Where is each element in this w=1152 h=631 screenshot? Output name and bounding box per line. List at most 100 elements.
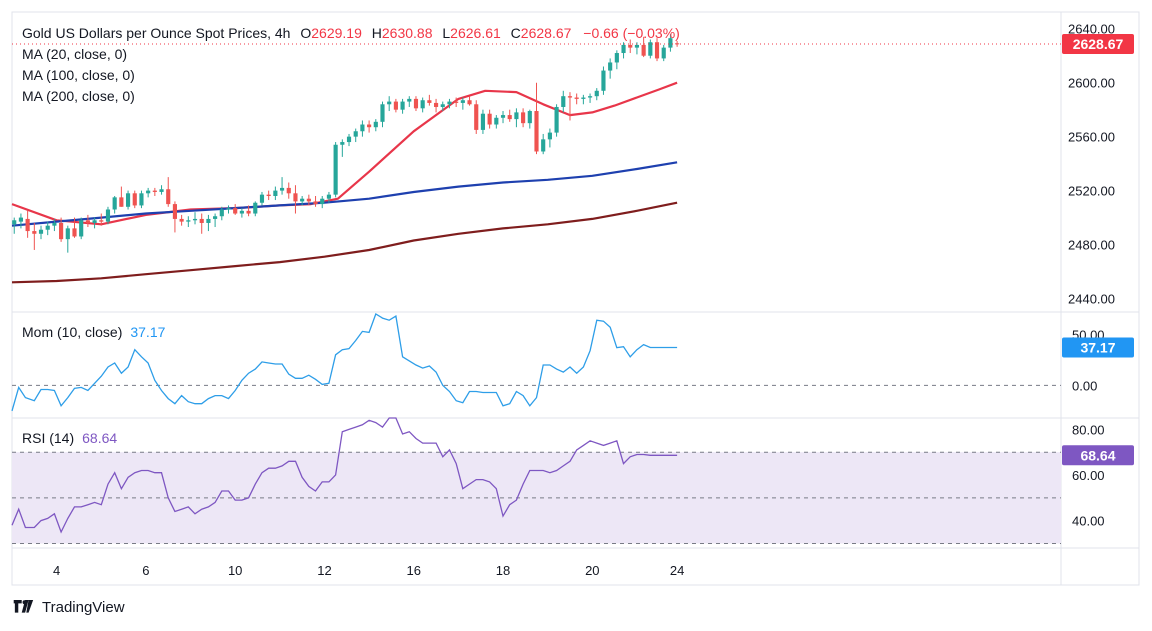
svg-text:2628.67: 2628.67 xyxy=(1073,36,1124,52)
momentum-pane xyxy=(11,313,1061,412)
candles xyxy=(12,34,1061,253)
candle xyxy=(601,66,606,95)
candle xyxy=(467,96,472,106)
candle-body xyxy=(206,218,211,223)
candle xyxy=(654,38,660,62)
candle-body xyxy=(641,44,646,56)
candle-body xyxy=(105,209,111,222)
candle xyxy=(367,120,372,133)
chart-frame xyxy=(11,11,1140,586)
candle xyxy=(259,191,265,206)
candle-body xyxy=(146,190,151,194)
candle-body xyxy=(112,197,117,210)
candle-body xyxy=(567,96,573,98)
symbol-title: Gold US Dollars per Ounce Spot Prices xyxy=(22,25,267,41)
legend-momentum[interactable]: Mom (10, close) 37.17 xyxy=(22,324,166,340)
candle xyxy=(333,142,338,198)
candle-body xyxy=(527,111,532,124)
time-tick-label: 10 xyxy=(228,563,242,578)
candle xyxy=(199,213,204,234)
candle xyxy=(561,90,566,113)
candle xyxy=(186,216,191,228)
candle xyxy=(413,96,419,112)
momentum-name: Mom (10, close) xyxy=(22,324,122,340)
candle-body xyxy=(266,194,271,196)
candle xyxy=(105,206,111,225)
candle xyxy=(581,94,586,105)
candle-body xyxy=(668,38,673,48)
candle xyxy=(474,100,479,134)
candle-body xyxy=(253,202,258,214)
legend-ma100[interactable]: MA (100, close, 0) xyxy=(22,67,135,83)
candle-body xyxy=(139,193,144,206)
svg-text:68.64: 68.64 xyxy=(1080,447,1115,463)
candle-body xyxy=(561,96,566,107)
candle-body xyxy=(172,204,178,219)
time-tick-label: 20 xyxy=(585,563,599,578)
candle xyxy=(460,97,465,110)
candle xyxy=(494,115,499,129)
candle-body xyxy=(326,194,332,199)
candle xyxy=(454,97,459,107)
candle-body xyxy=(601,70,606,91)
candle xyxy=(219,206,224,221)
candle-body xyxy=(460,100,465,103)
candle xyxy=(119,186,124,207)
time-tick-label: 6 xyxy=(142,563,149,578)
legend-ma200[interactable]: MA (200, close, 0) xyxy=(22,88,135,104)
candle xyxy=(286,182,291,199)
time-tick-label: 18 xyxy=(496,563,510,578)
candle xyxy=(487,109,492,129)
tradingview-brand[interactable]: TradingView xyxy=(12,599,125,616)
candle-body xyxy=(675,43,680,45)
candle-body xyxy=(587,96,593,98)
candle-body xyxy=(45,225,50,230)
candle xyxy=(547,128,552,148)
candle-body xyxy=(186,220,191,222)
candle-body xyxy=(52,222,57,226)
candle xyxy=(125,190,131,210)
candle xyxy=(400,98,405,114)
candle xyxy=(346,133,352,147)
candle xyxy=(641,36,646,58)
candle-body xyxy=(427,100,432,103)
candle-body xyxy=(474,104,479,130)
rsi-line xyxy=(11,417,678,534)
candle-body xyxy=(79,220,84,237)
candle-body xyxy=(279,187,285,191)
candle-body xyxy=(340,142,345,145)
candle-body xyxy=(574,97,579,99)
rsi-value-badge: 68.64 xyxy=(1062,445,1134,466)
candle-body xyxy=(259,194,265,203)
legend-rsi[interactable]: RSI (14) 68.64 xyxy=(22,430,117,446)
candle xyxy=(567,92,573,121)
candle xyxy=(353,128,358,143)
rsi-value: 68.64 xyxy=(82,430,117,446)
price-tick-label: 2560.00 xyxy=(1068,130,1115,145)
candle xyxy=(387,96,392,112)
candle xyxy=(313,196,318,207)
price-tick-label: 2440.00 xyxy=(1068,292,1115,307)
candle-body xyxy=(547,132,552,140)
candle-body xyxy=(373,121,378,128)
candle-body xyxy=(454,101,459,103)
tradingview-wordmark: TradingView xyxy=(42,599,125,616)
price-axis: 2640.00 2600.00 2560.00 2520.00 2480.00 2440.… xyxy=(1068,22,1115,529)
candle xyxy=(447,98,452,109)
timeframe: 4h xyxy=(275,25,291,41)
candle xyxy=(614,50,619,70)
legend-ma20[interactable]: MA (20, close, 0) xyxy=(22,46,127,62)
candle xyxy=(326,191,332,203)
candle-body xyxy=(594,90,599,97)
candle xyxy=(507,109,512,122)
candle xyxy=(574,93,579,105)
candle-body xyxy=(12,220,17,225)
candle xyxy=(112,196,117,214)
candle-body xyxy=(320,198,325,205)
candle-body xyxy=(648,42,653,56)
price-tick-label: 2520.00 xyxy=(1068,184,1115,199)
candle xyxy=(420,97,425,113)
time-tick-label: 12 xyxy=(317,563,331,578)
candle-body xyxy=(608,62,613,71)
